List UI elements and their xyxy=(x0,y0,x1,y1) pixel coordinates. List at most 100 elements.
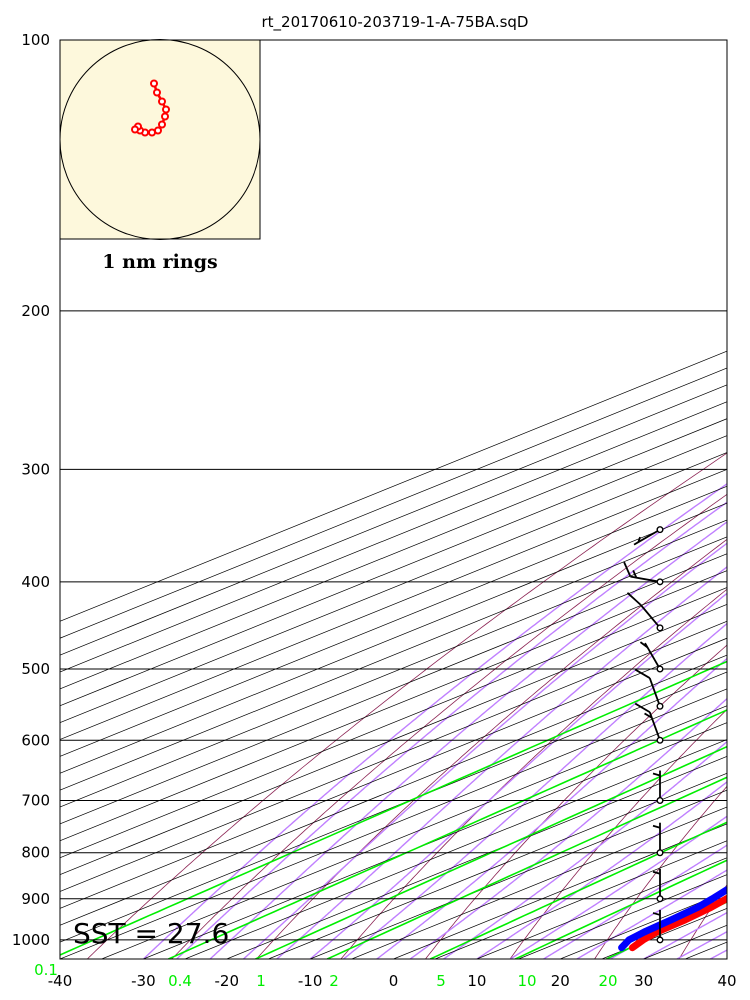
isotherm xyxy=(60,367,727,639)
profiles xyxy=(618,886,727,952)
moist-adiabat xyxy=(443,740,727,959)
y-tick-label: 600 xyxy=(21,731,50,749)
x-tick-label: -20 xyxy=(215,972,240,990)
wind-barb xyxy=(639,641,664,673)
isotherm xyxy=(60,468,727,740)
wind-barb xyxy=(633,526,664,546)
y-tick-label: 400 xyxy=(21,573,50,591)
wind-barb-flag xyxy=(634,668,651,679)
y-tick-label: 800 xyxy=(21,844,50,862)
wind-barb xyxy=(626,592,664,632)
isotherm xyxy=(60,570,727,842)
hodograph-point xyxy=(153,88,161,97)
wind-barb-station xyxy=(656,936,664,944)
wind-barb-half-flag xyxy=(652,912,661,916)
y-tick-label: 200 xyxy=(21,302,50,320)
isotherm xyxy=(184,739,727,959)
isotherm xyxy=(60,536,727,808)
isotherm xyxy=(60,604,727,875)
background-lines xyxy=(60,350,727,959)
plot-frame xyxy=(59,39,728,960)
moist-adiabat xyxy=(142,482,727,959)
mixing-ratio-label: 0.4 xyxy=(168,972,192,990)
wind-barb-staff xyxy=(648,677,661,707)
y-tick-label: 1000 xyxy=(12,931,50,949)
hodograph-rings-label: 1 nm rings xyxy=(102,251,217,273)
hodograph-point xyxy=(131,125,139,134)
x-tick-label: 0 xyxy=(389,972,399,990)
wind-barb xyxy=(652,868,664,903)
isotherm xyxy=(60,452,727,723)
wind-barb xyxy=(652,822,664,857)
isotherm xyxy=(226,756,727,959)
dewpoint-profile xyxy=(618,886,727,952)
wind-barb-flag xyxy=(623,561,632,577)
isotherm xyxy=(60,384,727,656)
isotherm xyxy=(60,418,727,690)
isotherm xyxy=(60,620,727,892)
moist-adiabat xyxy=(242,542,727,959)
y-tick-label: 700 xyxy=(21,792,50,810)
wind-barb xyxy=(634,668,664,710)
isotherm xyxy=(268,772,727,959)
x-tick-label: -10 xyxy=(298,972,323,990)
wind-barb-station xyxy=(656,895,664,903)
dry-adiabat xyxy=(256,538,727,959)
x-tick-label: 30 xyxy=(634,972,653,990)
wind-barb-station xyxy=(656,797,664,805)
wind-barb-station xyxy=(656,736,664,744)
mixing-ratio-label: 5 xyxy=(436,972,446,990)
mixing-ratio-label: 0.1 xyxy=(34,961,58,979)
wind-barb-station xyxy=(656,526,664,534)
wind-barb-half-flag xyxy=(644,712,653,719)
moist-adiabat xyxy=(543,844,727,959)
isobar-lines xyxy=(60,39,727,941)
x-tick-label: 10 xyxy=(467,972,486,990)
x-tick-label: 20 xyxy=(551,972,570,990)
dry-adiabat xyxy=(171,493,727,959)
wind-barb-flag xyxy=(626,592,642,606)
hodograph-point xyxy=(162,105,170,114)
isotherm xyxy=(60,587,727,859)
isotherm xyxy=(101,705,727,959)
mixing-ratio-label: 20 xyxy=(598,972,617,990)
mixing-ratio-label: 1 xyxy=(256,972,266,990)
wind-barb xyxy=(652,909,664,944)
hodograph xyxy=(59,39,261,240)
y-tick-label: 500 xyxy=(21,660,50,678)
moist-adiabat xyxy=(209,521,727,959)
hodograph-point xyxy=(161,112,169,121)
isotherm xyxy=(143,722,727,959)
wind-barbs xyxy=(623,526,664,944)
mixing-ratio-line xyxy=(514,859,727,959)
hodograph-point xyxy=(150,79,158,88)
sst-annotation: SST = 27.6 xyxy=(73,917,229,950)
wind-barb-station xyxy=(656,702,664,710)
moist-adiabat xyxy=(509,815,727,959)
y-tick-label: 300 xyxy=(21,460,50,478)
wind-barb-staff xyxy=(640,604,661,629)
moist-adiabat xyxy=(409,697,727,959)
dry-adiabat xyxy=(87,452,727,959)
wind-barb-station xyxy=(656,665,664,673)
isotherm xyxy=(60,654,727,926)
wind-barb-half-flag xyxy=(652,824,661,829)
hodograph-box xyxy=(59,39,261,240)
wind-barb-half-flag xyxy=(639,641,649,649)
wind-barb xyxy=(652,770,664,805)
wind-barb-flag xyxy=(634,702,651,713)
wind-barb-station xyxy=(656,849,664,857)
isotherm xyxy=(309,789,727,959)
hodograph-point xyxy=(158,97,166,106)
y-tick-label: 100 xyxy=(21,31,50,49)
moist-adiabat xyxy=(343,622,727,959)
isotherm xyxy=(60,401,727,673)
wind-barb-station xyxy=(656,624,664,632)
x-tick-label: 40 xyxy=(717,972,736,990)
mixing-ratio-line xyxy=(60,660,727,956)
moist-adiabat xyxy=(576,869,727,959)
dry-adiabat xyxy=(594,785,727,959)
chart-title: rt_20170610-203719-1-A-75BA.sqD xyxy=(262,13,529,32)
mixing-ratio-line xyxy=(255,745,727,959)
